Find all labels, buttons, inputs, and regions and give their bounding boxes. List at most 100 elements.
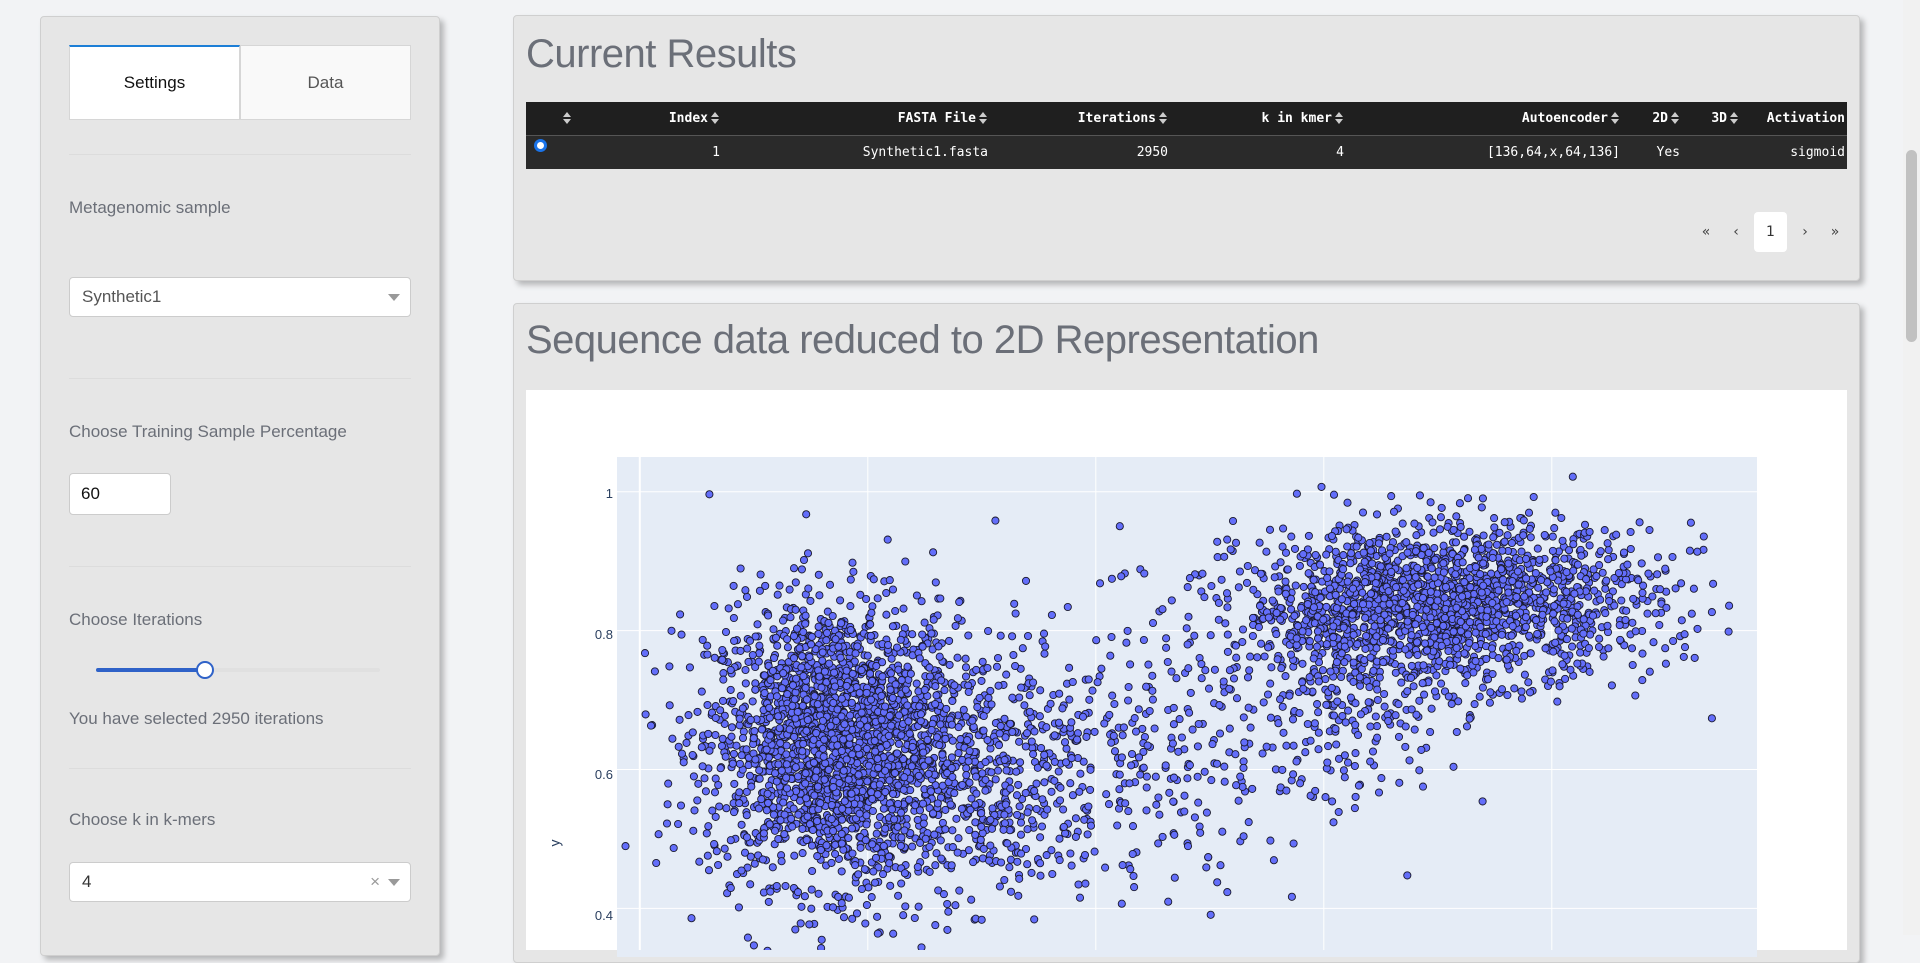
scatter-point — [849, 850, 856, 857]
scatter-point — [808, 842, 815, 849]
scatter-point — [986, 857, 993, 864]
scatter-point — [1491, 634, 1498, 641]
scatter-point — [804, 550, 811, 557]
scatter-point — [895, 666, 902, 673]
scatter-point — [1490, 534, 1497, 541]
sort-icon[interactable] — [1159, 112, 1168, 124]
scatter-point — [1116, 771, 1123, 778]
scatter-point — [1143, 773, 1150, 780]
column-header-kmer[interactable]: k in kmer — [1170, 102, 1346, 135]
scatter-point — [1326, 585, 1333, 592]
training-percentage-input[interactable]: 60 — [69, 473, 171, 515]
column-header-iterations[interactable]: Iterations — [990, 102, 1170, 135]
scatter-point — [730, 698, 737, 705]
scatter-point — [979, 658, 986, 665]
next-page-button[interactable]: › — [1793, 224, 1817, 240]
scatter-point — [980, 712, 987, 719]
scatter-plot[interactable]: 1 0.8 0.6 0.4 y — [526, 390, 1847, 950]
clear-icon[interactable]: × — [370, 872, 380, 892]
scatter-point — [1381, 690, 1388, 697]
row-radio-button[interactable] — [534, 139, 547, 152]
column-header-2d[interactable]: 2D — [1622, 102, 1682, 135]
scatter-plot-svg[interactable] — [526, 390, 1847, 950]
tab-settings[interactable]: Settings — [69, 45, 240, 120]
scatter-point — [808, 633, 815, 640]
tab-data[interactable]: Data — [240, 45, 411, 120]
sort-icon[interactable] — [1730, 112, 1739, 124]
scatter-point — [1111, 748, 1118, 755]
scatter-point — [725, 605, 732, 612]
scatter-point — [1452, 637, 1459, 644]
scatter-point — [1310, 576, 1317, 583]
scatter-point — [1483, 613, 1490, 620]
scatter-point — [727, 686, 734, 693]
scatter-point — [859, 788, 866, 795]
column-header-select[interactable] — [526, 102, 574, 135]
column-header-3d[interactable]: 3D — [1682, 102, 1741, 135]
scatter-point — [1551, 525, 1558, 532]
sort-icon[interactable] — [563, 112, 572, 124]
scatter-point — [1091, 848, 1098, 855]
scatter-point — [783, 761, 790, 768]
scatter-point — [1404, 688, 1411, 695]
scatter-point — [676, 716, 683, 723]
metagenomic-sample-dropdown[interactable]: Synthetic1 — [69, 277, 411, 317]
scatter-point — [1403, 565, 1410, 572]
sort-icon[interactable] — [711, 112, 720, 124]
kmer-dropdown[interactable]: 4 × — [69, 862, 411, 902]
scatter-point — [1041, 751, 1048, 758]
scatter-point — [1024, 632, 1031, 639]
table-row[interactable]: 1 Synthetic1.fasta 2950 4 [136,64,x,64,1… — [526, 135, 1847, 169]
scatter-point — [984, 736, 991, 743]
scatter-point — [978, 823, 985, 830]
scatter-point — [800, 673, 807, 680]
scatter-point — [1267, 837, 1274, 844]
scatter-point — [787, 614, 794, 621]
column-header-autoencoder[interactable]: Autoencoder — [1346, 102, 1622, 135]
sort-icon[interactable] — [1611, 112, 1620, 124]
sort-icon[interactable] — [979, 112, 988, 124]
current-page-indicator[interactable]: 1 — [1754, 212, 1787, 252]
scatter-point — [1479, 495, 1486, 502]
first-page-button[interactable]: « — [1694, 224, 1718, 240]
scatter-point — [1067, 780, 1074, 787]
column-header-activation[interactable]: Activation — [1741, 102, 1847, 135]
scatter-point — [801, 893, 808, 900]
scatter-point — [932, 700, 939, 707]
scatter-point — [921, 619, 928, 626]
scatter-point — [809, 826, 816, 833]
scatter-point — [1236, 568, 1243, 575]
scatter-point — [1501, 519, 1508, 526]
scatter-point — [841, 798, 848, 805]
scatter-point — [779, 685, 786, 692]
scatter-point — [1205, 854, 1212, 861]
scatter-point — [1152, 773, 1159, 780]
scatter-point — [719, 656, 726, 663]
scatter-point — [965, 632, 972, 639]
scatter-point — [715, 781, 722, 788]
scatter-point — [815, 623, 822, 630]
scatter-point — [739, 734, 746, 741]
scatter-point — [1144, 742, 1151, 749]
scatter-point — [869, 795, 876, 802]
sort-icon[interactable] — [1671, 112, 1680, 124]
scatter-point — [867, 632, 874, 639]
column-header-fasta[interactable]: FASTA File — [722, 102, 990, 135]
column-header-index[interactable]: Index — [574, 102, 722, 135]
scatter-point — [926, 843, 933, 850]
row-select-cell[interactable] — [526, 135, 574, 169]
last-page-button[interactable]: » — [1823, 224, 1847, 240]
iterations-slider-handle[interactable] — [196, 661, 214, 679]
scatter-point — [1485, 541, 1492, 548]
sort-icon[interactable] — [1335, 112, 1344, 124]
scatter-point — [821, 776, 828, 783]
scatter-point — [882, 703, 889, 710]
scatter-point — [783, 774, 790, 781]
scatter-point — [1681, 631, 1688, 638]
scatter-point — [978, 677, 985, 684]
scatter-point — [1026, 708, 1033, 715]
scatter-point — [1298, 604, 1305, 611]
prev-page-button[interactable]: ‹ — [1724, 224, 1748, 240]
scatter-point — [1694, 625, 1701, 632]
scatter-point — [734, 601, 741, 608]
